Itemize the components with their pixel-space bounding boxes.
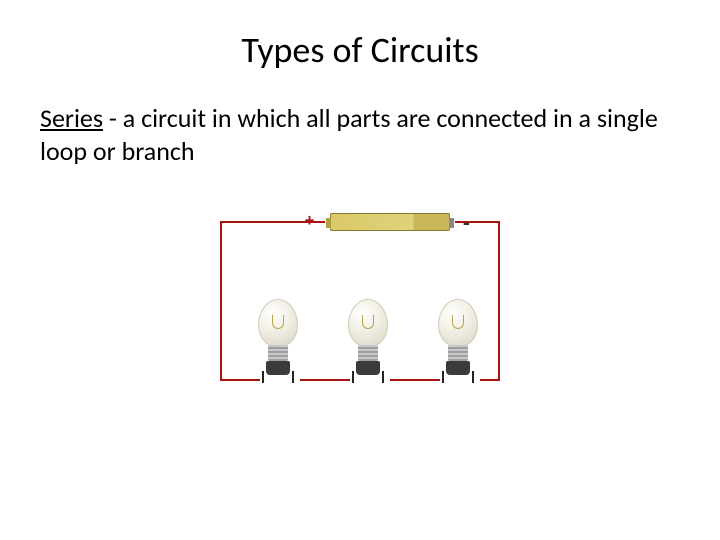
- lightbulb-icon: [436, 299, 480, 379]
- wire-segment: [220, 221, 222, 381]
- lightbulb-icon: [256, 299, 300, 379]
- wire-segment: [220, 221, 325, 223]
- diagram-container: + -: [40, 207, 680, 412]
- wire-segment: [480, 379, 500, 381]
- lightbulb-icon: [346, 299, 390, 379]
- series-circuit-diagram: + -: [190, 207, 530, 407]
- slide-title: Types of Circuits: [40, 28, 680, 72]
- wire-segment: [498, 221, 500, 381]
- plus-terminal-label: +: [305, 209, 314, 231]
- wire-segment: [455, 221, 500, 223]
- battery-icon: [330, 213, 450, 231]
- definition-paragraph: Series - a circuit in which all parts ar…: [40, 102, 680, 167]
- wire-segment: [220, 379, 260, 381]
- wire-segment: [390, 379, 440, 381]
- slide: Types of Circuits Series - a circuit in …: [0, 0, 720, 540]
- term-series: Series: [40, 102, 103, 134]
- definition-text: - a circuit in which all parts are conne…: [40, 102, 658, 167]
- wire-segment: [300, 379, 350, 381]
